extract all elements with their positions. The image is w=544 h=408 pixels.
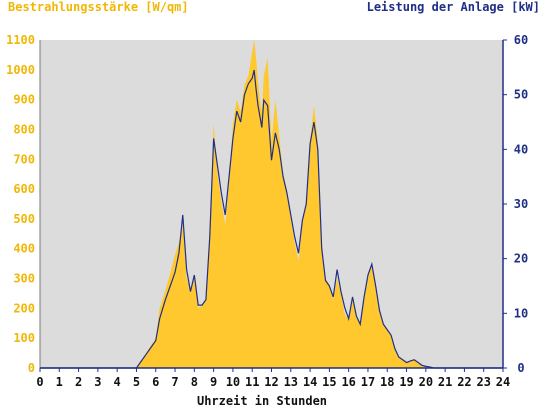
left-axis-title: Bestrahlungsstärke [W/qm] bbox=[8, 0, 189, 14]
x-tick-label: 5 bbox=[133, 375, 140, 389]
y-tick-left-label: 500 bbox=[13, 212, 35, 226]
irradiance-area bbox=[40, 40, 503, 368]
y-tick-right-label: 20 bbox=[514, 252, 528, 266]
x-tick-label: 20 bbox=[419, 375, 433, 389]
y-tick-left-label: 200 bbox=[13, 301, 35, 315]
x-tick-label: 11 bbox=[245, 375, 259, 389]
y-tick-left-label: 800 bbox=[13, 122, 35, 136]
line-layer bbox=[40, 69, 503, 369]
area-layer bbox=[40, 40, 503, 368]
x-tick-label: 6 bbox=[152, 375, 159, 389]
y-tick-right-label: 50 bbox=[514, 88, 528, 102]
y-tick-left-label: 1000 bbox=[6, 63, 35, 77]
x-tick-label: 1 bbox=[56, 375, 63, 389]
x-tick-label: 22 bbox=[457, 375, 471, 389]
y-tick-right-label: 10 bbox=[514, 306, 528, 320]
power-line bbox=[40, 69, 503, 369]
y-tick-left-label: 300 bbox=[13, 272, 35, 286]
x-tick-label: 17 bbox=[361, 375, 375, 389]
x-tick-label: 15 bbox=[322, 375, 336, 389]
x-tick-label: 14 bbox=[303, 375, 317, 389]
x-tick-label: 10 bbox=[226, 375, 240, 389]
x-tick-label: 19 bbox=[399, 375, 413, 389]
x-tick-label: 21 bbox=[438, 375, 452, 389]
y-tick-left-label: 700 bbox=[13, 152, 35, 166]
x-tick-label: 0 bbox=[36, 375, 43, 389]
x-tick-label: 3 bbox=[94, 375, 101, 389]
y-tick-right-label: 60 bbox=[514, 33, 528, 47]
y-tick-left-label: 600 bbox=[13, 182, 35, 196]
x-tick-label: 16 bbox=[341, 375, 355, 389]
x-tick-label: 8 bbox=[191, 375, 198, 389]
y-tick-left-label: 1100 bbox=[6, 33, 35, 47]
x-tick-label: 12 bbox=[264, 375, 278, 389]
y-tick-right-label: 40 bbox=[514, 142, 528, 156]
x-tick-label: 13 bbox=[284, 375, 298, 389]
x-tick-label: 18 bbox=[380, 375, 394, 389]
x-tick-label: 7 bbox=[171, 375, 178, 389]
x-tick-label: 9 bbox=[210, 375, 217, 389]
y-tick-left-label: 0 bbox=[28, 361, 35, 375]
x-tick-label: 4 bbox=[114, 375, 121, 389]
y-tick-right-label: 30 bbox=[514, 197, 528, 211]
right-axis-title: Leistung der Anlage [kW] bbox=[367, 0, 540, 14]
x-tick-label: 2 bbox=[75, 375, 82, 389]
x-tick-label: 23 bbox=[476, 375, 490, 389]
y-tick-right-label: 0 bbox=[517, 361, 524, 375]
y-tick-left-label: 900 bbox=[13, 93, 35, 107]
y-tick-left-label: 400 bbox=[13, 242, 35, 256]
tick-layer: 0100200300400500600700800900100011000102… bbox=[6, 33, 528, 389]
x-tick-label: 24 bbox=[496, 375, 510, 389]
y-tick-left-label: 100 bbox=[13, 331, 35, 345]
x-axis-title: Uhrzeit in Stunden bbox=[197, 394, 327, 408]
